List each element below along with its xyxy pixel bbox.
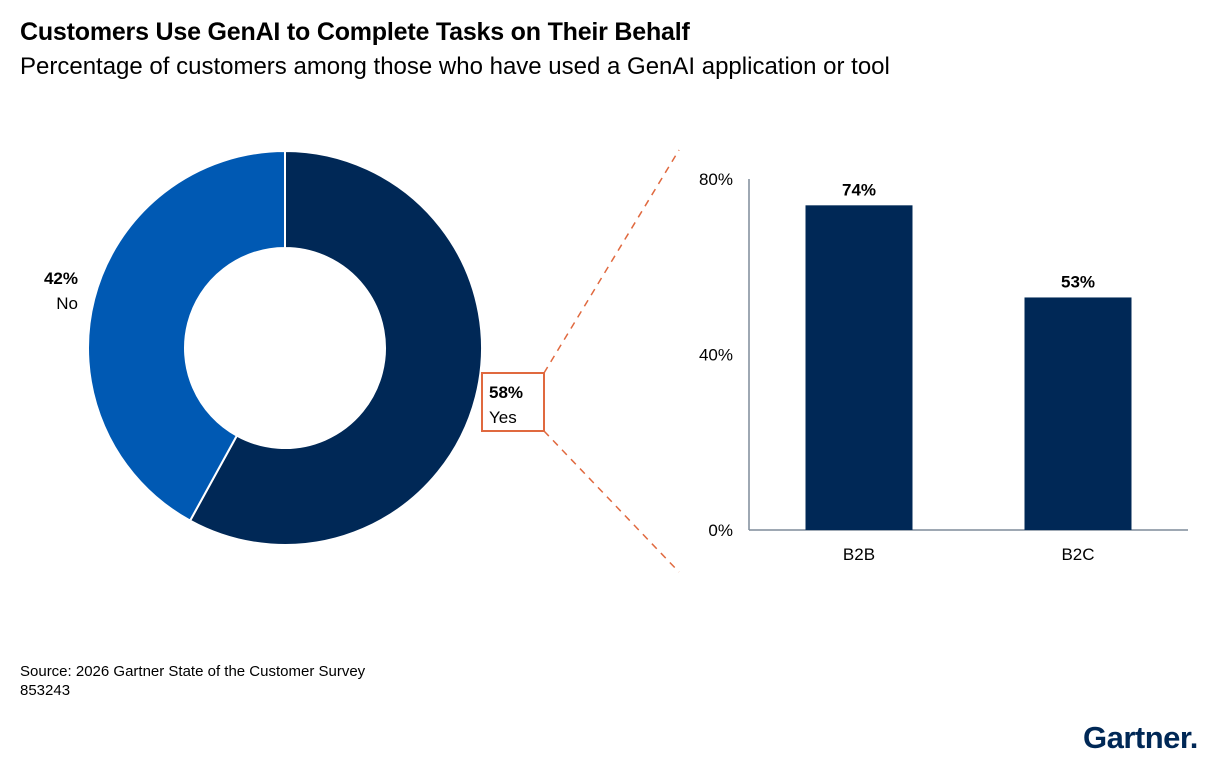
chart-subtitle: Percentage of customers among those who …	[20, 53, 890, 80]
bar-series: 74% B2B 53% B2C	[805, 180, 1132, 564]
logo-text: Gartner	[1083, 720, 1190, 755]
slice-yes-value-label: 58%	[489, 383, 523, 402]
callout-connector-top	[543, 149, 680, 374]
bar-value-label: 53%	[1061, 272, 1095, 291]
slice-no-category-label: No	[56, 294, 78, 313]
source-note: Source: 2026 Gartner State of the Custom…	[20, 663, 366, 680]
gartner-logo: Gartner.	[1083, 720, 1198, 756]
x-tick-label: B2C	[1061, 545, 1094, 564]
yes-callout-box	[481, 372, 545, 432]
y-tick-label: 0%	[708, 521, 733, 540]
donut-slice-no	[87, 149, 286, 522]
figure-id: 853243	[20, 682, 71, 699]
bar-b2b	[805, 205, 913, 530]
bar-y-ticks: 0% 40% 80%	[699, 170, 733, 540]
chart-title: Customers Use GenAI to Complete Tasks on…	[20, 18, 690, 46]
slice-no-value-label: 42%	[44, 269, 78, 288]
callout-connector-bottom	[543, 430, 680, 573]
bar-value-label: 74%	[842, 180, 876, 199]
y-tick-label: 80%	[699, 170, 733, 189]
logo-dot: .	[1189, 720, 1199, 755]
bar-b2c	[1024, 297, 1132, 530]
donut-slice-yes	[188, 149, 483, 546]
donut-chart	[87, 149, 483, 546]
slice-yes-category-label: Yes	[489, 408, 517, 427]
footer-notes: Source: 2026 Gartner State of the Custom…	[20, 662, 365, 700]
x-tick-label: B2B	[843, 545, 875, 564]
y-tick-label: 40%	[699, 346, 733, 365]
